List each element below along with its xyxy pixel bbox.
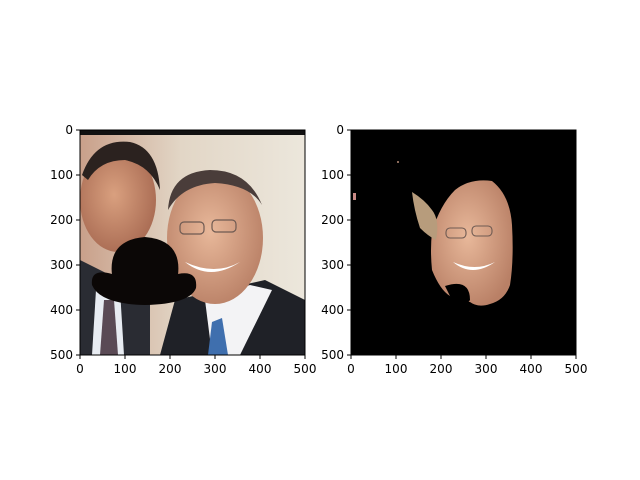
mask-panel: 0 100 200 300 400 500 0 100 200 300 400 500 (321, 123, 587, 376)
y-tick-label: 500 (321, 348, 344, 362)
left-y-axis: 0 100 200 300 400 500 (50, 123, 80, 362)
right-y-axis: 0 100 200 300 400 500 (321, 123, 351, 362)
hat-overlay (91, 237, 197, 305)
x-tick-label: 300 (475, 362, 498, 376)
y-tick-label: 100 (321, 168, 344, 182)
right-x-axis: 0 100 200 300 400 500 (347, 355, 587, 376)
x-tick-label: 500 (294, 362, 317, 376)
y-tick-label: 0 (65, 123, 73, 137)
x-tick-label: 0 (76, 362, 84, 376)
x-tick-label: 300 (204, 362, 227, 376)
y-tick-label: 300 (50, 258, 73, 272)
x-tick-label: 100 (385, 362, 408, 376)
y-tick-label: 500 (50, 348, 73, 362)
left-x-axis: 0 100 200 300 400 500 (76, 355, 316, 376)
left-axes-frame (79, 129, 306, 356)
y-tick-label: 300 (321, 258, 344, 272)
photo-image (80, 130, 305, 355)
y-tick-label: 400 (321, 303, 344, 317)
x-tick-label: 500 (565, 362, 588, 376)
y-tick-label: 0 (336, 123, 344, 137)
x-tick-label: 200 (159, 362, 182, 376)
x-tick-label: 400 (249, 362, 272, 376)
y-tick-label: 200 (321, 213, 344, 227)
right-axes-frame (350, 129, 577, 356)
photo-panel: 0 100 200 300 400 500 0 100 200 300 400 500 (50, 123, 316, 376)
y-tick-label: 100 (50, 168, 73, 182)
x-tick-label: 400 (520, 362, 543, 376)
y-tick-label: 200 (50, 213, 73, 227)
x-tick-label: 200 (430, 362, 453, 376)
x-tick-label: 0 (347, 362, 355, 376)
x-tick-label: 100 (114, 362, 137, 376)
y-tick-label: 400 (50, 303, 73, 317)
mask-image (351, 130, 576, 355)
